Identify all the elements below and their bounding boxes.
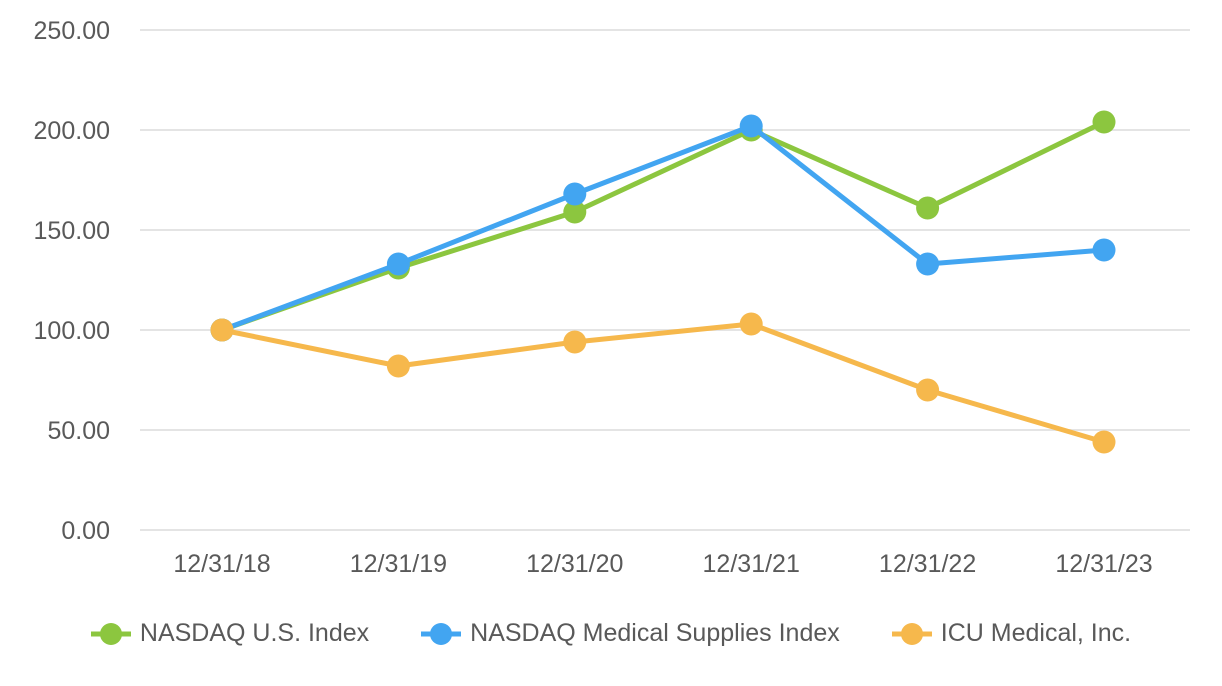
y-axis-tick-label: 50.00 — [47, 417, 110, 445]
x-axis-tick-label: 12/31/22 — [879, 550, 976, 578]
legend-item: ICU Medical, Inc. — [891, 619, 1132, 648]
data-point-icu-medical-inc — [386, 354, 410, 378]
data-point-nasdaq-medical-supplies-index — [916, 252, 940, 276]
x-axis-tick-label: 12/31/18 — [173, 550, 270, 578]
data-point-nasdaq-medical-supplies-index — [386, 252, 410, 276]
data-point-nasdaq-u-s-index — [563, 200, 587, 224]
y-axis-tick-label: 250.00 — [34, 17, 110, 45]
legend-item: NASDAQ Medical Supplies Index — [421, 619, 840, 648]
legend-marker-dot — [430, 622, 453, 645]
y-axis-tick-label: 150.00 — [34, 217, 110, 245]
y-axis-tick-label: 0.00 — [61, 517, 110, 545]
data-point-icu-medical-inc — [563, 330, 587, 354]
data-point-nasdaq-u-s-index — [1092, 110, 1116, 134]
series-line-icu-medical-inc — [219, 321, 1107, 445]
chart-canvas: 0.00 50.00 100.00 150.00 200.00 250.00 12/31/1… — [34, 17, 1190, 578]
legend-line-marker-icon — [891, 622, 932, 645]
legend-marker-dot — [900, 622, 923, 645]
legend-item: NASDAQ U.S. Index — [90, 619, 370, 648]
data-point-icu-medical-inc — [916, 378, 940, 402]
x-axis-tick-label: 12/31/19 — [350, 550, 447, 578]
data-point-icu-medical-inc — [739, 312, 763, 336]
legend-line-marker-icon — [90, 622, 131, 645]
x-axis-tick-label: 12/31/21 — [703, 550, 800, 578]
y-axis-tick-label: 200.00 — [34, 117, 110, 145]
x-axis-tick-label: 12/31/20 — [526, 550, 623, 578]
data-point-nasdaq-medical-supplies-index — [563, 182, 587, 206]
legend-label: ICU Medical, Inc. — [940, 619, 1132, 647]
series-line-nasdaq-u-s-index — [219, 119, 1107, 333]
legend-marker-dot — [99, 622, 122, 645]
data-point-icu-medical-inc — [210, 318, 234, 342]
data-point-icu-medical-inc — [1092, 430, 1116, 454]
data-point-nasdaq-medical-supplies-index — [739, 114, 763, 138]
legend-label: NASDAQ Medical Supplies Index — [470, 619, 840, 647]
legend-line-marker-icon — [421, 622, 462, 645]
x-axis-tick-label: 12/31/23 — [1055, 550, 1152, 578]
data-point-nasdaq-medical-supplies-index — [1092, 238, 1116, 262]
data-point-nasdaq-u-s-index — [916, 196, 940, 220]
legend-label: NASDAQ U.S. Index — [139, 619, 370, 647]
chart-legend: NASDAQ U.S. Index NASDAQ Medical Supplies… — [0, 619, 1222, 648]
series-line-nasdaq-medical-supplies-index — [219, 123, 1107, 333]
y-axis-tick-label: 100.00 — [34, 317, 110, 345]
